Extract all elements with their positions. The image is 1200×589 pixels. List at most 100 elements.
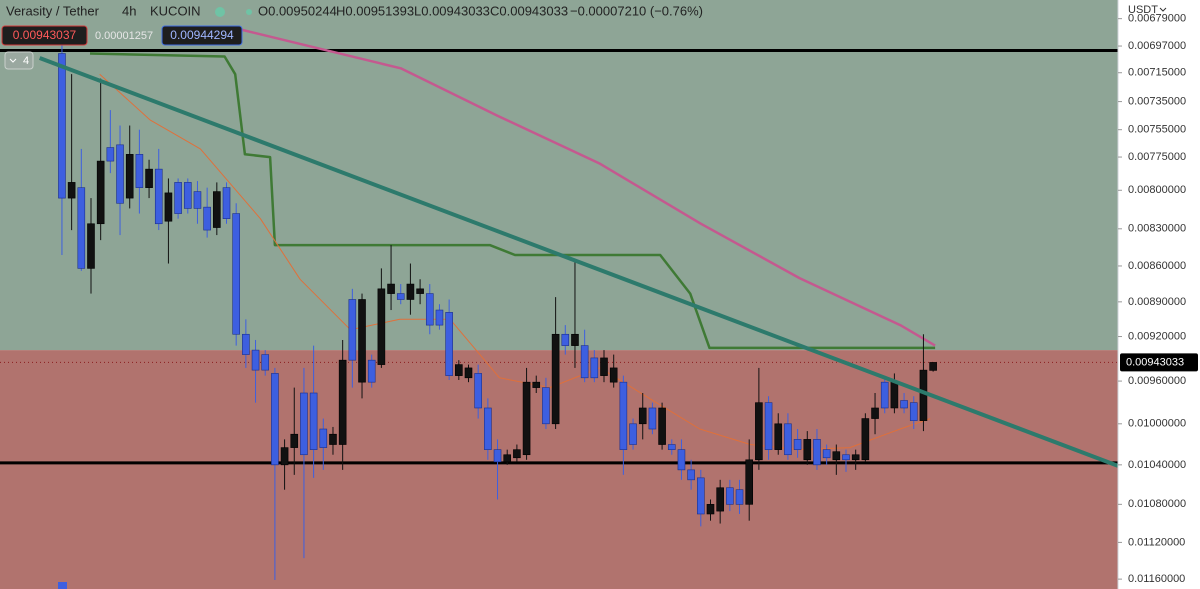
candle-body	[551, 333, 560, 425]
candle-body	[319, 428, 328, 448]
ohlc-change: −0.00007210 (−0.76%)	[570, 3, 703, 18]
candle-body	[861, 418, 870, 461]
candle-body	[600, 357, 608, 376]
y-tick-label: 0.01120000	[1128, 536, 1185, 548]
candle-body	[300, 392, 308, 456]
status-dot	[246, 9, 252, 15]
candle-body	[474, 373, 482, 409]
price-axis-labels: 0.00679000 0.00697000 0.00715000 0.00735000…	[1118, 13, 1198, 585]
bid[interactable]: 0.00943037	[13, 28, 77, 42]
candle-body	[764, 402, 773, 450]
candle-body	[522, 381, 531, 456]
candle-body	[716, 487, 724, 512]
candle-body	[629, 423, 637, 445]
currency-chevron	[1159, 7, 1167, 12]
candle-body	[735, 489, 744, 505]
candle-body	[338, 359, 347, 445]
candle-body	[619, 381, 628, 450]
trend-line	[38, 56, 1119, 468]
candle-body	[58, 53, 66, 199]
indicator-toggle[interactable]	[4, 51, 34, 70]
interval[interactable]: 4h	[122, 3, 136, 18]
candle-body	[106, 147, 115, 162]
ohlc-open: O0.00950244	[258, 3, 337, 18]
candle-body	[677, 449, 686, 471]
candle-body	[648, 407, 657, 430]
zone-upper	[0, 0, 1118, 351]
candle-body	[280, 447, 289, 466]
candle-body	[164, 192, 173, 222]
candle-body	[851, 454, 860, 461]
price-axis	[1118, 0, 1200, 589]
candle-body	[774, 423, 783, 450]
candle-body	[571, 333, 579, 346]
y-tick-label: 0.00697000	[1128, 40, 1186, 52]
candle-body	[290, 433, 299, 448]
candle-body	[890, 381, 899, 409]
last-price-badge	[1120, 353, 1198, 372]
ohlc-low: L0.00943033	[414, 3, 490, 18]
candle-body	[174, 182, 182, 214]
y-tick-label: 0.00735000	[1128, 96, 1186, 108]
candle-body	[871, 407, 879, 419]
y-tick-label: 0.01040000	[1128, 459, 1186, 471]
y-tick-label: 0.01160000	[1128, 573, 1185, 585]
candle-body	[396, 293, 405, 300]
candle-body	[203, 206, 211, 231]
candle-body	[232, 213, 240, 335]
scroll-marker	[58, 582, 67, 589]
symbol[interactable]: Verasity / Tether	[6, 3, 100, 18]
candle-body	[793, 439, 802, 450]
sell-badge[interactable]	[1, 25, 88, 46]
status-dot	[215, 7, 225, 17]
candle-body	[880, 381, 889, 409]
candle-body	[425, 293, 434, 326]
indicator-chevron	[9, 58, 17, 63]
candle-body	[919, 369, 928, 421]
y-tick-label: 0.01000000	[1128, 418, 1186, 430]
candle-body	[590, 357, 599, 379]
candle-body	[909, 402, 918, 421]
candle-body	[222, 187, 231, 219]
candle-body	[242, 333, 250, 355]
indicator-count[interactable]: 4	[23, 55, 29, 67]
candle-body	[464, 367, 473, 379]
candle-body	[116, 144, 124, 204]
candle-body	[377, 288, 386, 365]
y-tick-label: 0.01080000	[1128, 498, 1186, 510]
exchange[interactable]: KUCOIN	[150, 3, 201, 18]
candle-body	[455, 364, 463, 376]
candle-body	[493, 449, 502, 463]
y-tick-label: 0.00920000	[1128, 330, 1186, 342]
candle-body	[697, 477, 705, 515]
candle-body	[667, 444, 676, 450]
candle-body	[435, 309, 444, 326]
ohlc-close: C0.00943033	[490, 3, 568, 18]
last-price-label: 0.00943033	[1126, 356, 1184, 368]
indicator-line	[239, 28, 936, 347]
y-tick-label: 0.00800000	[1128, 184, 1186, 196]
y-tick-label: 0.00830000	[1128, 223, 1186, 235]
candle-body	[271, 373, 279, 466]
candle-body	[755, 402, 763, 461]
candle-body	[822, 449, 831, 459]
currency[interactable]: USDT	[1128, 4, 1158, 16]
candle-body	[367, 359, 376, 383]
y-tick-label: 0.00890000	[1128, 296, 1186, 308]
candle-body	[503, 454, 512, 463]
candle-body	[67, 182, 76, 199]
candle-body	[832, 451, 841, 461]
header-bg	[0, 0, 760, 22]
candle-body	[513, 449, 521, 459]
candle-body	[784, 423, 792, 456]
candle-body	[125, 154, 134, 199]
candle-body	[77, 187, 86, 269]
buy-badge[interactable]	[161, 25, 243, 46]
candle-body	[726, 487, 734, 505]
ask[interactable]: 0.00944294	[170, 28, 234, 42]
candle-body	[745, 459, 754, 505]
candle-body	[484, 407, 492, 450]
y-tick-label: 0.00775000	[1128, 151, 1186, 163]
plot	[0, 28, 1119, 581]
